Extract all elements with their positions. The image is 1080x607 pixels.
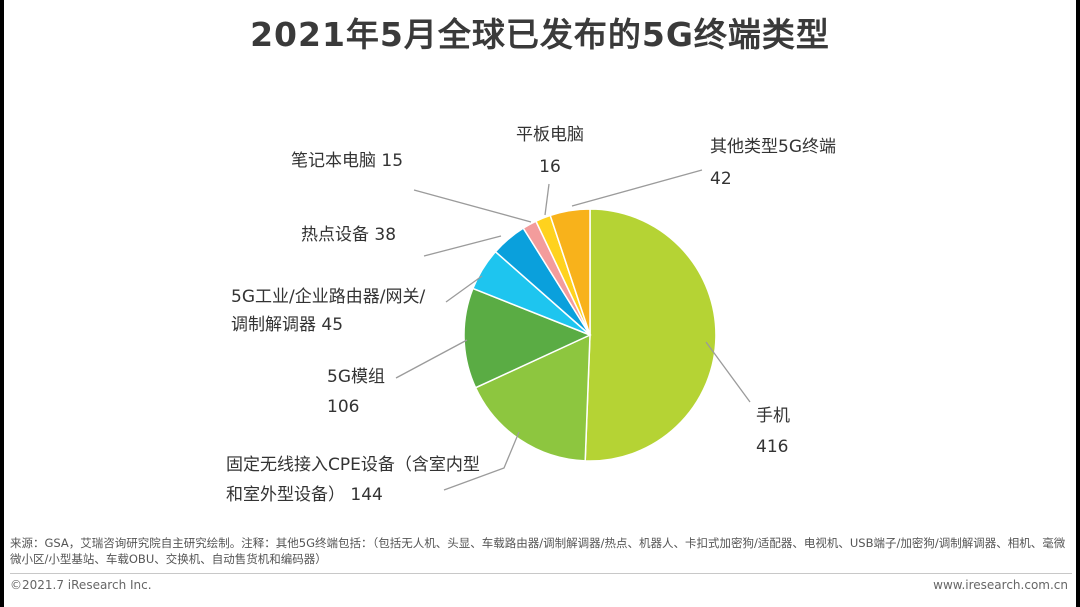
pie-slices xyxy=(463,208,717,462)
slice-label-5-0: 笔记本电脑 15 xyxy=(291,151,403,171)
leader-line-5 xyxy=(413,189,532,223)
slice-label-4-0: 热点设备 38 xyxy=(301,225,396,245)
footer-divider xyxy=(10,573,1072,574)
slice-label-2-0: 5G模组 xyxy=(327,367,385,387)
slice-label-3-1: 调制解调器 45 xyxy=(231,315,343,335)
pie-slice-0 xyxy=(584,208,717,462)
leader-lines xyxy=(395,169,751,491)
copyright: ©2021.7 iResearch Inc. xyxy=(10,578,152,592)
leader-line-1 xyxy=(443,431,520,491)
chart-title: 2021年5月全球已发布的5G终端类型 xyxy=(250,15,830,54)
website: www.iresearch.com.cn xyxy=(933,578,1068,592)
slide: 2021年5月全球已发布的5G终端类型 手机 416 固定无线接入CPE设备（含室内… xyxy=(4,0,1076,607)
slice-label-2-1: 106 xyxy=(327,397,359,417)
slice-label-6-1: 16 xyxy=(539,157,561,177)
leader-line-4 xyxy=(423,235,502,257)
leader-line-6 xyxy=(544,183,550,216)
pie-slice-1 xyxy=(474,333,591,462)
leader-line-7 xyxy=(571,169,703,207)
slice-label-0-0: 手机 xyxy=(756,406,790,426)
slice-label-0-1: 416 xyxy=(756,437,788,457)
slice-label-3-0: 5G工业/企业路由器/网关/ xyxy=(231,287,425,307)
source-note: 来源：GSA，艾瑞咨询研究院自主研究绘制。注释：其他5G终端包括：（包括无人机、… xyxy=(10,536,1066,566)
pie-slice-7 xyxy=(549,208,591,336)
slice-label-1-1: 和室外型设备） 144 xyxy=(226,485,383,505)
leader-line-3 xyxy=(445,275,483,303)
slice-label-7-0: 其他类型5G终端 xyxy=(710,137,836,157)
leader-line-2 xyxy=(395,339,468,379)
slice-label-6-0: 平板电脑 xyxy=(516,125,584,145)
slice-label-7-1: 42 xyxy=(710,169,732,189)
slice-label-1-0: 固定无线接入CPE设备（含室内型 xyxy=(226,455,480,475)
leader-line-0 xyxy=(705,341,751,403)
pie-slice-2 xyxy=(463,287,592,389)
